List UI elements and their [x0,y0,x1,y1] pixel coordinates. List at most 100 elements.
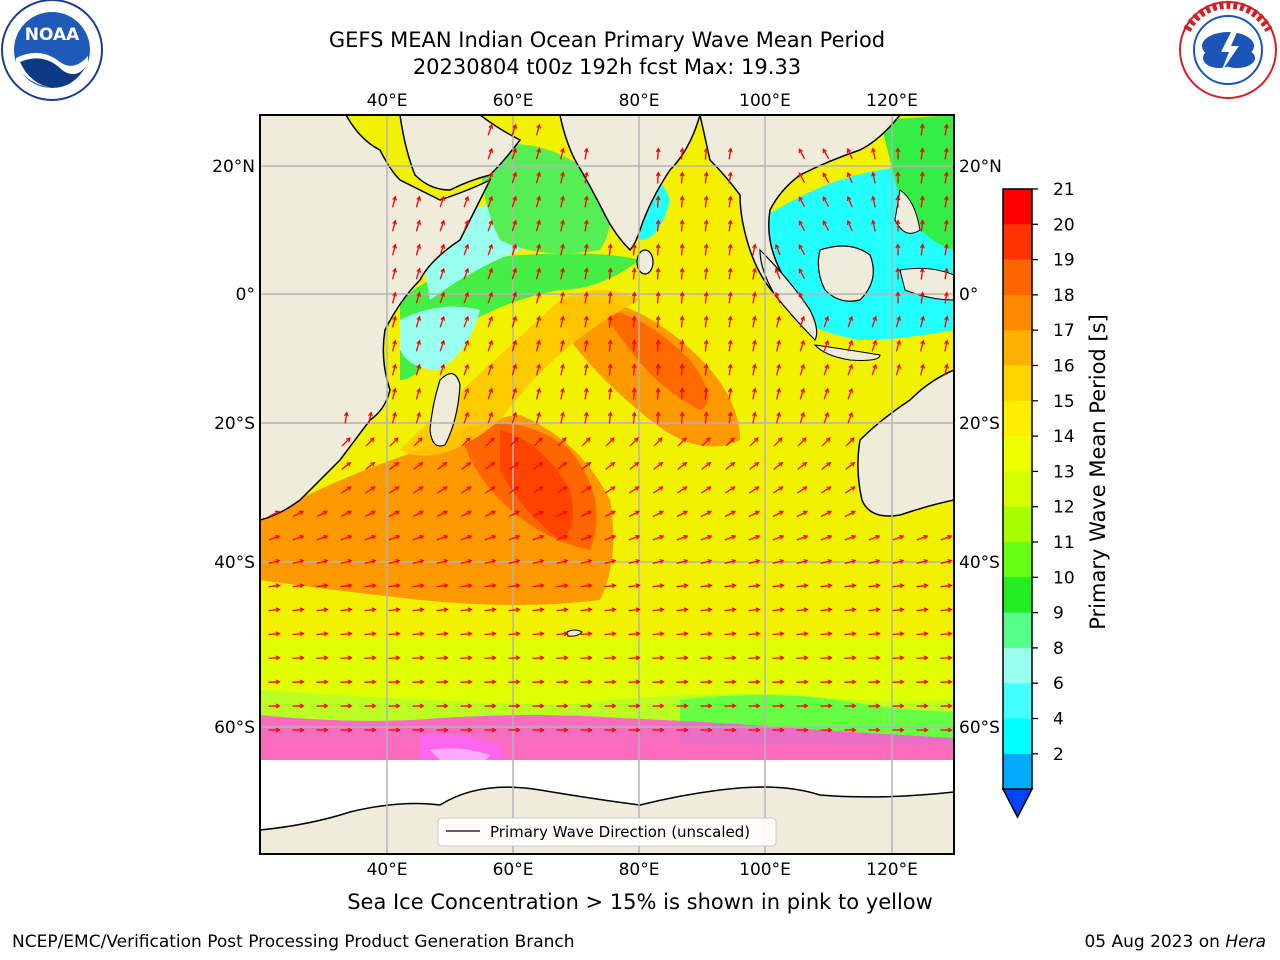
wave-arrow-head [655,411,661,417]
wave-arrow-head [583,195,589,201]
wave-arrow-head [442,486,448,491]
wave-arrow-head [707,655,713,661]
wave-arrow [487,340,493,352]
wave-arrow-head [611,559,617,564]
wave-arrow [292,510,304,518]
wave-arrow-head [416,219,421,225]
wave-arrow-head [944,123,949,129]
wave-arrow-head [727,315,733,321]
lat-label-left: 20°N [212,157,255,177]
lon-label-top: 60°E [493,91,534,111]
lat-labels-left: 20°N 0° 20°S 40°S 60°S [212,157,255,738]
colorbar-segment [1003,612,1032,649]
wave-arrow-head [944,243,949,249]
wave-arrow-head [560,267,565,273]
wave-arrow-head [919,195,925,201]
wave-arrow-head [895,267,901,273]
wave-arrow [724,510,736,518]
wave-arrow-head [824,411,830,417]
wave-arrow [944,340,948,352]
wave-arrow-head [899,727,905,733]
wave-arrow-head [467,631,473,637]
wave-arrow-head [346,510,353,516]
wave-arrow-head [683,583,689,589]
wave-arrow [584,316,588,328]
wave-arrow-head [343,411,349,417]
wave-arrow [608,364,612,376]
wave-arrow [919,340,925,352]
wave-arrow-head [752,291,757,297]
wave-arrow [556,535,568,541]
wave-arrow [415,340,421,352]
wave-arrow-head [491,679,497,685]
wave-arrow [700,656,712,660]
wave-arrow-head [923,655,929,661]
wave-arrow [292,559,304,565]
wave-arrow-head [920,363,925,369]
wave-arrow [676,632,688,636]
wave-arrow [439,316,445,328]
wave-arrow [676,510,688,518]
wave-arrow [868,656,880,660]
wave-arrow [944,316,948,328]
wave-arrow-head [392,267,397,273]
wave-arrow-head [299,583,305,589]
wave-arrow-head [537,437,543,443]
wave-arrow-head [727,387,733,393]
wave-arrow [584,364,588,376]
wave-arrow-head [707,727,713,733]
wave-arrow [511,316,517,328]
wave-arrow [580,535,592,541]
wave-arrow [341,437,351,447]
wave-arrow [532,535,544,541]
wave-arrow [820,535,832,541]
wave-arrow-head [947,703,953,709]
wave-arrow [701,462,711,470]
wave-arrow [391,220,397,232]
wave-arrow [728,244,732,256]
wave-arrow [608,268,612,280]
wave-arrow-head [655,267,661,273]
wave-arrow-head [755,679,761,685]
wave-arrow-head [822,172,828,178]
wave-arrow [463,244,469,256]
wave-arrow-head [392,291,397,297]
wave-arrow-head [346,486,352,491]
wave-arrow-head [443,583,449,589]
wave-arrow-head [370,510,377,516]
wave-arrow [775,316,781,328]
wave-arrow-head [299,607,305,613]
wave-arrow-head [512,291,517,297]
wave-arrow-head [560,387,565,393]
wave-arrow-head [512,315,517,321]
wave-arrow-head [707,583,713,589]
wave-arrow-head [395,559,401,564]
wave-arrow-head [514,486,520,491]
lat-label-right: 20°N [959,157,1002,177]
wave-arrow [508,510,520,518]
wave-arrow-head [923,703,929,709]
wave-arrow [628,632,640,636]
wave-arrow [944,148,948,160]
wave-arrow [725,462,735,470]
wave-arrow [628,584,640,588]
wave-arrow [844,656,856,660]
wave-arrow [508,632,520,636]
noaa-logo-text: NOAA [25,25,80,45]
wave-arrow [752,364,756,376]
wave-arrow [365,462,375,470]
wave-arrow-head [464,387,470,393]
wave-arrow-head [323,703,329,709]
wave-arrow-head [731,559,737,564]
wave-arrow [773,437,783,447]
wave-arrow [463,388,469,400]
wave-arrow-head [848,411,854,417]
wave-arrow-head [846,171,852,177]
wave-arrow-head [515,534,521,540]
lon-label-top: 40°E [367,91,408,111]
wave-arrow-head [923,559,929,564]
wave-arrow-head [827,534,833,540]
wave-arrow-head [562,486,568,491]
wave-arrow [340,510,352,518]
wave-arrow [656,412,660,424]
